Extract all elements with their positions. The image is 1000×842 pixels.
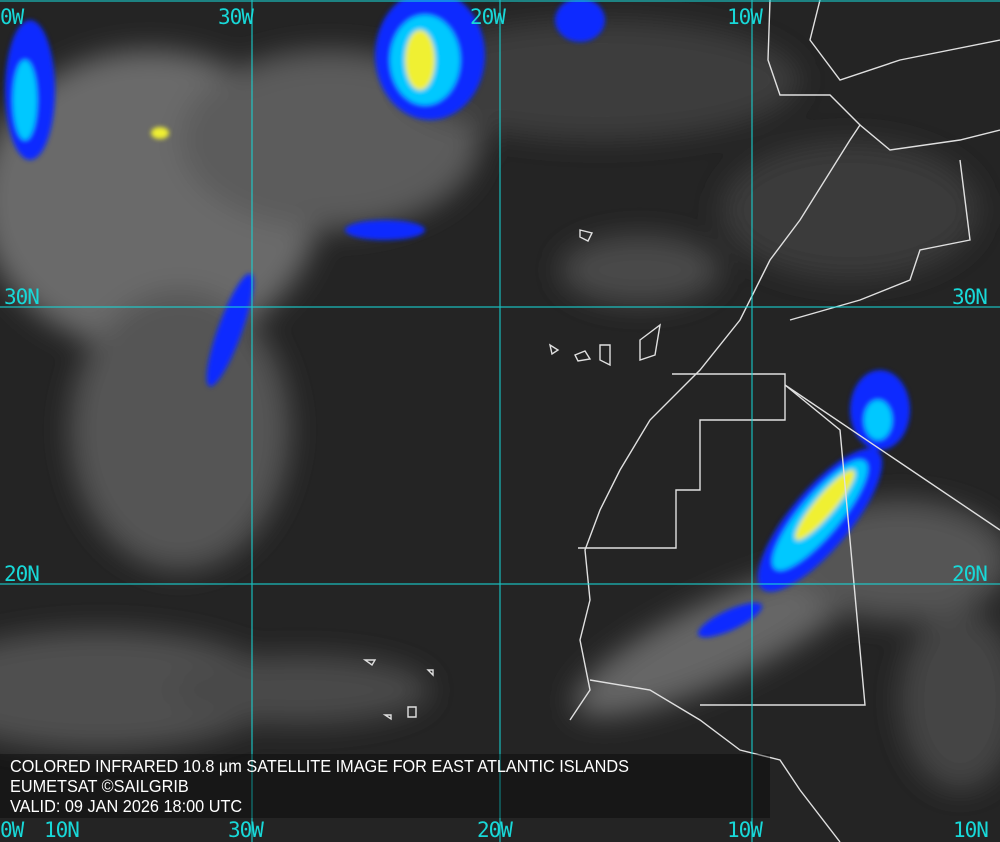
bottom-lon-label: 10W	[727, 818, 763, 842]
bottom-lon-label: 20W	[477, 818, 513, 842]
caption-source: EUMETSAT ©SAILGRIB	[10, 776, 189, 796]
right-lat-label: 20N	[952, 562, 988, 586]
bottom-lon-label: 30W	[228, 818, 264, 842]
caption-background	[0, 754, 770, 818]
caption-title: COLORED INFRARED 10.8 µm SATELLITE IMAGE…	[10, 756, 629, 776]
coastlines-borders	[362, 0, 1000, 842]
top-lon-label: 0W	[0, 5, 24, 29]
right-lat-label: 30N	[952, 285, 988, 309]
bottom-lat-label: 10N	[953, 818, 989, 842]
caption: COLORED INFRARED 10.8 µm SATELLITE IMAGE…	[10, 756, 629, 816]
caption-valid-time: VALID: 09 JAN 2026 18:00 UTC	[10, 796, 243, 816]
left-lat-label: 30N	[4, 285, 40, 309]
bottom-lat-label: 10N	[44, 818, 80, 842]
cold-cloud-tops	[5, 0, 910, 638]
left-lat-label: 20N	[4, 562, 40, 586]
top-lon-label: 30W	[218, 5, 254, 29]
top-lon-label: 20W	[470, 5, 506, 29]
bottom-lon-label: 0W	[0, 818, 24, 842]
top-lon-label: 10W	[727, 5, 763, 29]
